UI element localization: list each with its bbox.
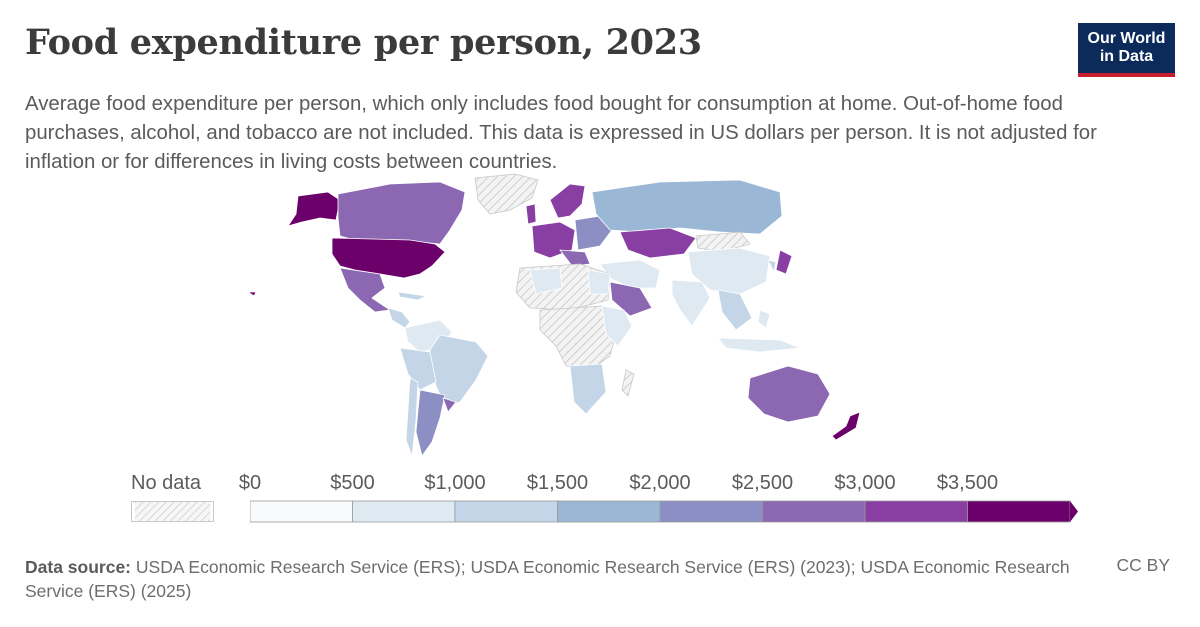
- legend-color-scale[interactable]: [250, 480, 1080, 530]
- region-uruguay: [442, 397, 457, 413]
- region-australia: [747, 365, 831, 423]
- region-western-europe: [531, 221, 576, 259]
- region-central-america: [387, 307, 411, 329]
- chart-subtitle: Average food expenditure per person, whi…: [25, 93, 1097, 173]
- legend-bin-3[interactable]: [557, 500, 661, 523]
- region-uk: [525, 203, 537, 225]
- region-southern-africa: [569, 363, 607, 415]
- region-new-zealand: [831, 411, 861, 441]
- region-balkans: [559, 249, 591, 267]
- region-india: [671, 279, 711, 327]
- region-chile: [405, 377, 419, 457]
- region-hawaii: [247, 291, 257, 297]
- region-egypt: [587, 269, 611, 295]
- region-eastern-europe: [574, 215, 613, 251]
- region-madagascar: [621, 369, 635, 397]
- data-source-text: USDA Economic Research Service (ERS); US…: [25, 557, 1070, 601]
- region-indonesia: [717, 337, 801, 353]
- data-source-label: Data source:: [25, 557, 132, 577]
- legend-bin-6[interactable]: [864, 500, 968, 523]
- region-saudi-arabia: [609, 281, 653, 317]
- region-east-africa: [601, 305, 633, 347]
- legend-tick-label: $1,500: [526, 472, 589, 494]
- legend-tick-label: $1,000: [424, 472, 486, 494]
- legend-tick-label: $3,500: [936, 472, 999, 494]
- region-alaska: [287, 191, 341, 227]
- license-link[interactable]: CC BY: [1116, 555, 1170, 575]
- region-argentina: [415, 389, 446, 457]
- legend-tick-label: $2,500: [731, 472, 794, 494]
- legend-bin-0[interactable]: [250, 500, 353, 523]
- legend-no-data-label: No data: [131, 472, 202, 494]
- legend-bin-5[interactable]: [762, 500, 866, 523]
- legend-no-data-swatch[interactable]: [131, 501, 214, 522]
- region-greenland: [474, 173, 539, 215]
- region-china: [687, 247, 771, 295]
- legend-tick-label: $2,000: [629, 472, 691, 494]
- region-usa: [331, 237, 446, 279]
- legend-bin-2[interactable]: [454, 500, 558, 523]
- legend-bin-1[interactable]: [352, 500, 456, 523]
- region-korea: [767, 259, 777, 273]
- region-russia: [591, 179, 783, 235]
- region-morocco-algeria: [529, 267, 563, 295]
- region-southeast-asia: [717, 289, 753, 331]
- owid-logo[interactable]: Our World in Data: [1078, 23, 1175, 77]
- region-kazakhstan: [619, 227, 697, 259]
- data-source: Data source: USDA Economic Research Serv…: [25, 555, 1075, 603]
- region-japan: [775, 249, 793, 275]
- chart-title: Food expenditure per person, 2023: [25, 22, 702, 63]
- legend-tick-label: $3,000: [834, 472, 896, 494]
- logo-line-1: Our World: [1087, 30, 1166, 47]
- world-map[interactable]: [240, 170, 900, 470]
- region-peru-bolivia: [399, 347, 437, 391]
- region-canada: [337, 181, 466, 245]
- legend-tick-label: $0: [238, 472, 262, 494]
- legend-bin-4[interactable]: [659, 500, 763, 523]
- legend-overflow-arrow: [1070, 501, 1078, 522]
- legend-tick-label: $500: [330, 472, 375, 494]
- region-scandinavia: [549, 183, 586, 219]
- region-philippines: [757, 309, 771, 329]
- legend-bin-7[interactable]: [967, 500, 1071, 523]
- logo-line-2: in Data: [1099, 48, 1154, 65]
- region-caribbean: [397, 291, 427, 301]
